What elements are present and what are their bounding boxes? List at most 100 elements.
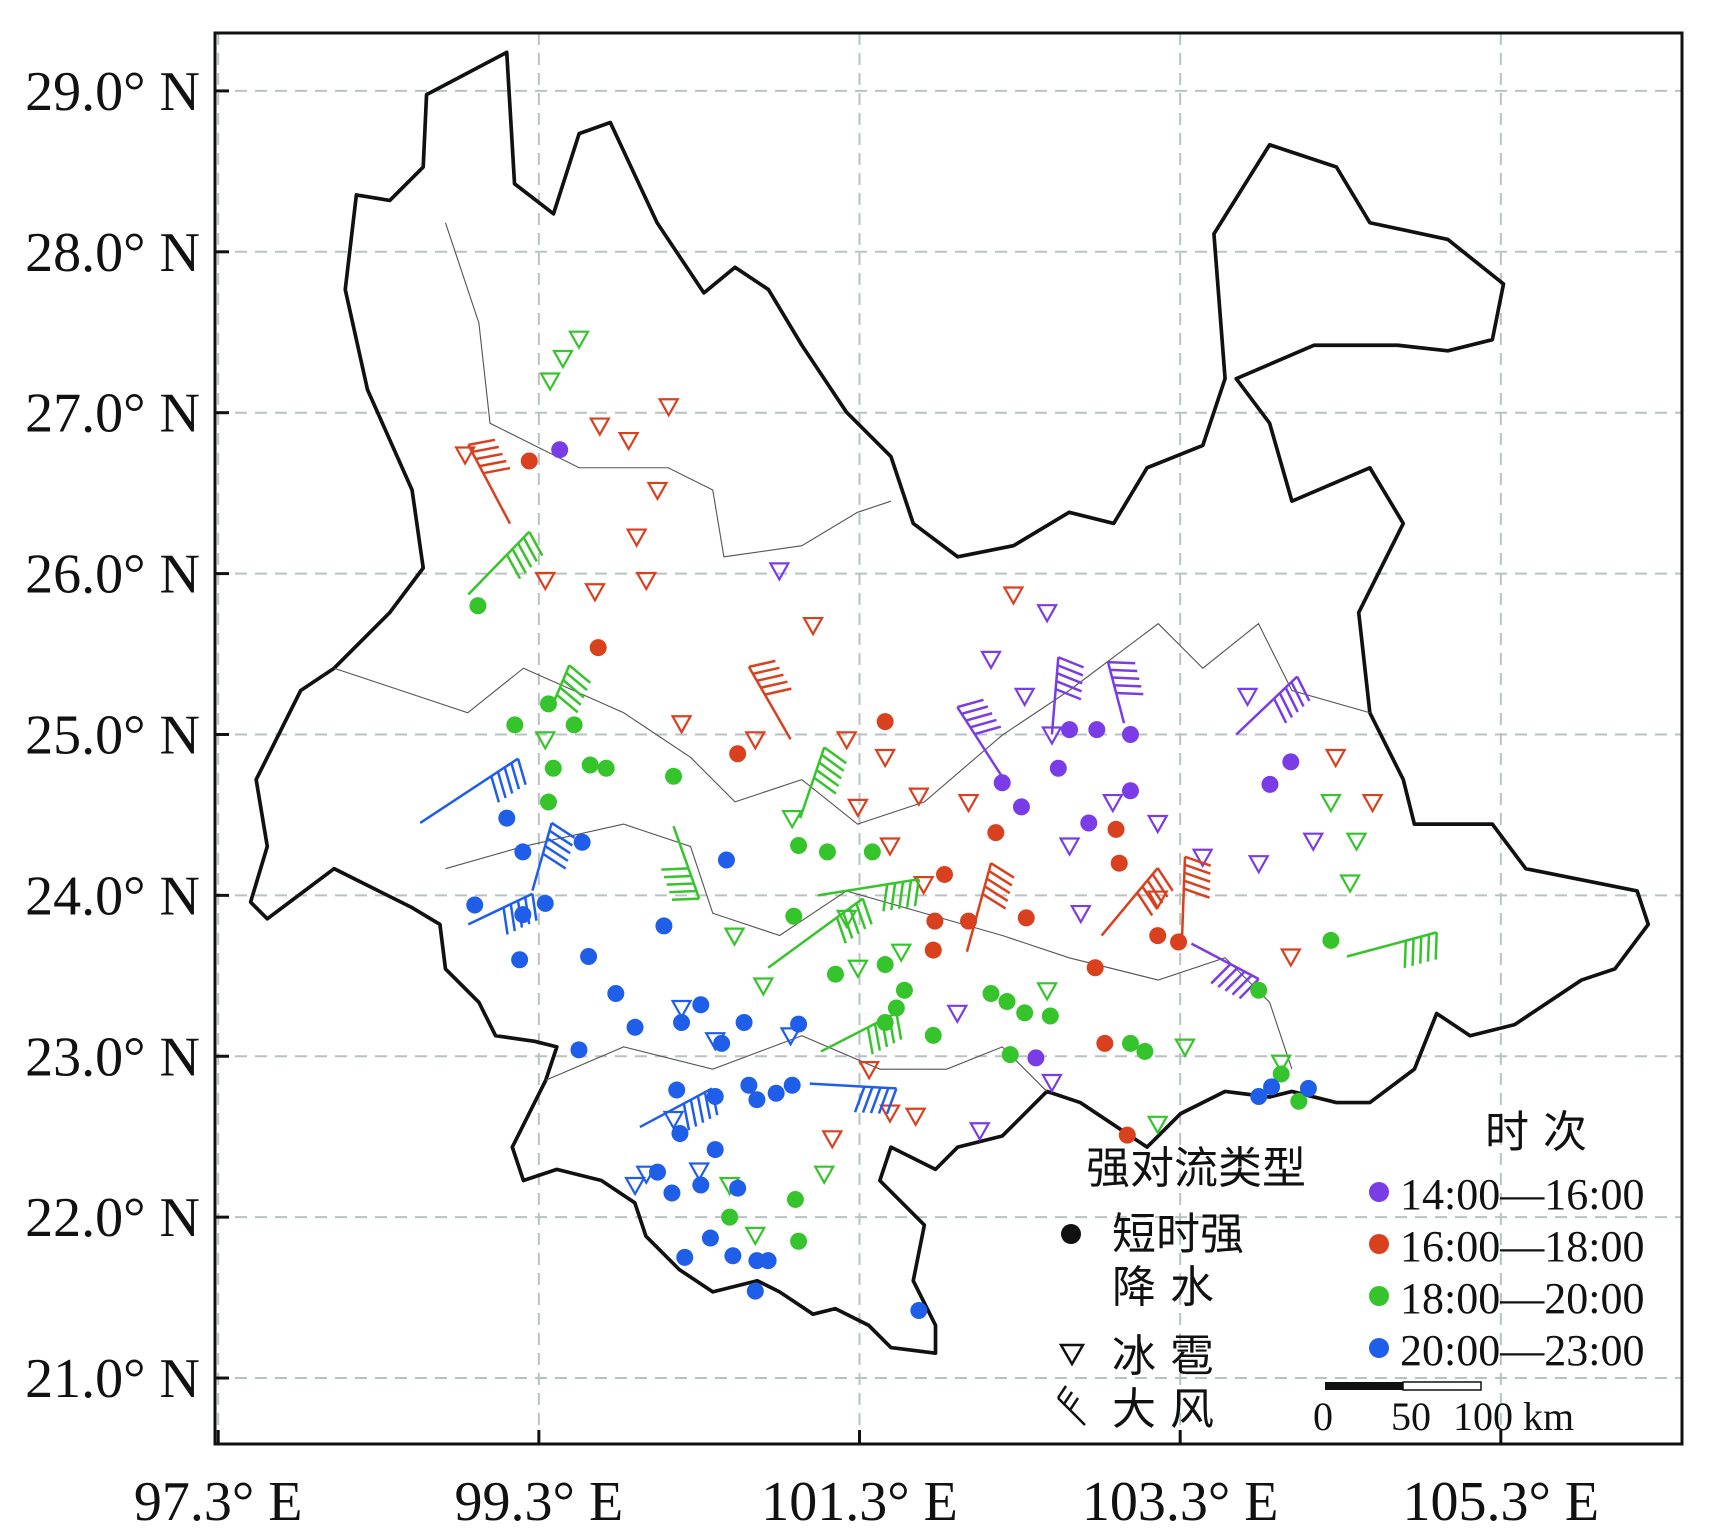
rain-marker xyxy=(993,774,1011,792)
hail-marker xyxy=(744,1226,767,1247)
rain-marker xyxy=(536,894,554,912)
wind-feather xyxy=(502,907,509,935)
wind-staff xyxy=(467,892,533,926)
legend-label: 18:00—20:00 xyxy=(1400,1274,1644,1323)
hail-marker xyxy=(879,837,901,857)
rain-marker xyxy=(668,1081,686,1099)
rain-marker xyxy=(692,1176,710,1194)
wind-staff xyxy=(817,878,920,897)
y-tick-label: 29.0° N xyxy=(25,61,200,123)
hail-marker xyxy=(779,1027,802,1047)
wind-barb xyxy=(531,821,576,891)
wind-feather xyxy=(866,1027,874,1055)
wind-feather xyxy=(1156,867,1174,892)
y-tick-label: 23.0° N xyxy=(25,1026,200,1088)
wind-feather xyxy=(882,884,889,912)
rain-marker xyxy=(935,865,953,883)
rain-marker xyxy=(551,441,569,459)
rain-marker xyxy=(746,1282,764,1300)
rain-marker xyxy=(676,1248,694,1266)
rain-marker xyxy=(626,1018,644,1036)
rain-marker xyxy=(717,851,735,869)
province-outline xyxy=(248,50,1651,1355)
hail-marker xyxy=(552,349,574,370)
rain-marker xyxy=(565,716,583,734)
wind-barb xyxy=(956,698,1009,786)
wind-feather xyxy=(510,762,521,790)
wind-staff xyxy=(1235,675,1299,736)
rain-marker xyxy=(597,759,615,777)
wind-feather xyxy=(984,885,1009,902)
rain-marker xyxy=(998,993,1016,1011)
hail-marker xyxy=(907,787,930,807)
wind-feather xyxy=(490,775,501,803)
rain-marker xyxy=(1322,931,1340,949)
hail-marker xyxy=(568,330,590,350)
hail-marker xyxy=(874,748,897,769)
rain-marker xyxy=(1121,725,1139,743)
legend-icon xyxy=(1061,1224,1081,1244)
hail-marker xyxy=(1320,793,1342,814)
wind-feather xyxy=(517,542,533,568)
wind-staff xyxy=(1180,856,1187,946)
hail-marker xyxy=(539,372,561,392)
wind-staff xyxy=(419,757,519,825)
rain-marker xyxy=(1250,981,1268,999)
period-legend: 14:00—16:0016:00—18:0018:00—20:0020:00—2… xyxy=(1369,1170,1644,1375)
x-tick-label: 101.3° E xyxy=(761,1471,958,1532)
hail-marker xyxy=(1036,604,1058,624)
rain-marker xyxy=(1170,933,1188,951)
axes-layer: 97.3° E 99.3° E 101.3° E 103.3° E 105.3° E 21… xyxy=(25,61,1599,1532)
wind-staff xyxy=(1346,931,1438,958)
rain-marker xyxy=(1096,1034,1114,1052)
wind-feather xyxy=(516,758,527,786)
wind-feather xyxy=(546,837,571,855)
wind-feather xyxy=(861,898,873,925)
rain-marker xyxy=(506,716,524,734)
wind-feather xyxy=(1231,974,1253,996)
wind-feather xyxy=(1238,978,1260,1000)
hail-marker xyxy=(752,977,775,997)
wind-staff xyxy=(747,666,792,740)
wind-barb xyxy=(1100,867,1174,937)
rain-marker xyxy=(1012,798,1030,816)
hail-marker xyxy=(980,650,1002,671)
rain-marker xyxy=(544,759,562,777)
wind-feather xyxy=(483,466,511,475)
wind-feather xyxy=(1184,863,1211,875)
rain-marker xyxy=(1086,959,1104,977)
rain-marker xyxy=(729,745,747,763)
wind-feather xyxy=(990,862,1015,879)
y-tick-label: 22.0° N xyxy=(25,1187,200,1249)
wind-feather xyxy=(479,459,507,468)
rain-marker xyxy=(655,917,673,935)
rain-marker xyxy=(910,1301,928,1319)
hail-marker xyxy=(1146,1115,1169,1136)
hail-marker xyxy=(957,793,980,814)
wind-feather xyxy=(1110,668,1138,673)
wind-feather xyxy=(897,881,905,909)
hail-marker xyxy=(1191,848,1214,868)
wind-barb xyxy=(661,825,701,901)
wind-feather xyxy=(1055,680,1083,693)
hail-marker xyxy=(1174,1038,1196,1058)
wind-feather xyxy=(666,882,694,886)
wind-barb xyxy=(419,757,527,825)
y-tick-label: 28.0° N xyxy=(25,222,200,284)
hail-marker xyxy=(1339,874,1362,894)
rain-marker xyxy=(671,1124,689,1142)
wind-feather xyxy=(1296,676,1311,702)
rain-marker xyxy=(665,767,683,785)
rain-marker xyxy=(876,956,894,974)
hail-marker xyxy=(1013,687,1036,708)
rain-marker xyxy=(767,1084,785,1102)
wind-feather xyxy=(663,874,692,879)
rain-marker xyxy=(1121,782,1139,800)
hail-marker xyxy=(635,571,658,592)
x-tick-label: 103.3° E xyxy=(1082,1471,1279,1532)
hail-marker xyxy=(890,943,913,963)
wind-feather xyxy=(503,767,514,794)
rain-marker xyxy=(1107,820,1125,838)
hail-marker xyxy=(1236,687,1259,708)
rain-marker xyxy=(876,713,894,731)
